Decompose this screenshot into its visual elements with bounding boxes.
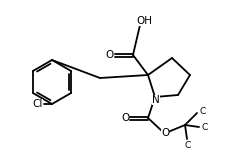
Text: O: O (121, 113, 129, 123)
Text: O: O (161, 128, 169, 138)
Text: Cl: Cl (33, 99, 43, 109)
Text: OH: OH (136, 16, 152, 26)
Text: C: C (202, 122, 208, 132)
Text: O: O (106, 50, 114, 60)
Text: C: C (200, 107, 206, 116)
Text: C: C (185, 140, 191, 150)
Text: N: N (152, 95, 160, 105)
